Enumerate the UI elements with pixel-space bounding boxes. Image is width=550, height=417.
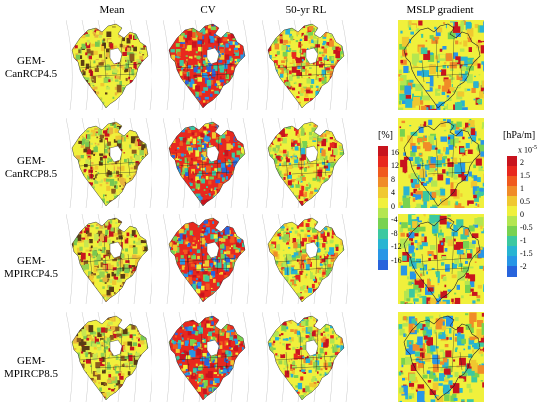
colorbar-percent-tick-label: -16 xyxy=(391,255,402,265)
mean-map-panel-4 xyxy=(66,312,152,402)
row-label-line1: GEM- xyxy=(16,55,46,67)
column-title-mean: Mean xyxy=(99,4,125,16)
colorbar-gradient-swatch xyxy=(507,216,517,227)
colorbar-gradient-swatch xyxy=(507,236,517,247)
colorbar-percent-swatch xyxy=(378,166,388,178)
row-label-gem-mpircp45: GEM- MPIRCP4.5 xyxy=(0,255,62,281)
colorbar-percent-tick-label: -12 xyxy=(391,242,402,252)
colorbar-gradient-swatch xyxy=(507,246,517,257)
colorbar-gradient-tick-label: -0.5 xyxy=(520,223,533,233)
colorbar-percent-tick-label: -8 xyxy=(391,228,398,238)
row-label-gem-canrcp45: GEM- CanRCP4.5 xyxy=(0,55,62,81)
colorbar-percent-swatch xyxy=(378,218,388,230)
colorbar-gradient-tick-label: -1 xyxy=(520,236,527,246)
colorbar-gradient-tick-label: 0 xyxy=(520,210,524,220)
colorbar-percent-swatch xyxy=(378,156,388,168)
row-label-line2: MPIRCP4.5 xyxy=(3,268,59,280)
multiplier-exponent: -5 xyxy=(532,145,537,151)
rl-map-panel-2 xyxy=(262,118,348,208)
colorbar-percent-tick-label: 16 xyxy=(391,148,399,157)
row-label-gem-mpircp85: GEM- MPIRCP8.5 xyxy=(0,355,62,381)
colorbar-gradient-tick-label: -2 xyxy=(520,262,527,272)
multiplier-base: x 10 xyxy=(518,145,532,155)
column-title-50yr-rl: 50-yr RL xyxy=(285,4,327,16)
colorbar-percent-swatch xyxy=(378,146,388,157)
grad-map-panel-4 xyxy=(398,312,484,402)
colorbar-gradient-tick-label: 0.5 xyxy=(520,197,530,207)
colorbar-gradient-swatch xyxy=(507,186,517,197)
rl-map-panel-1 xyxy=(262,20,348,110)
grad-map-panel-2 xyxy=(398,118,484,208)
colorbar-percent-tick-label: -4 xyxy=(391,215,398,225)
colorbar-gradient-tick-label: 1.5 xyxy=(520,171,530,181)
colorbar-gradient-swatch xyxy=(507,196,517,207)
colorbar-percent-tick-label: 4 xyxy=(391,188,395,198)
colorbar-percent-tick-label: 0 xyxy=(391,201,395,211)
cv-map-panel-4 xyxy=(163,312,249,402)
colorbar-percent-unit: [%] xyxy=(378,130,393,141)
colorbar-gradient-swatch xyxy=(507,206,517,217)
mean-map-panel-1 xyxy=(66,20,152,110)
colorbar-percent-swatch xyxy=(378,187,388,199)
mean-map-panel-2 xyxy=(66,118,152,208)
colorbar-percent-tick-label: 8 xyxy=(391,174,395,184)
colorbar-percent-swatch xyxy=(378,249,388,261)
cv-map-panel-2 xyxy=(163,118,249,208)
row-label-line1: GEM- xyxy=(16,255,46,267)
colorbar-gradient-swatch xyxy=(507,176,517,187)
colorbar-percent-swatch xyxy=(378,228,388,240)
colorbar-percent-tick-label: 12 xyxy=(391,161,399,171)
colorbar-gradient-swatch xyxy=(507,226,517,237)
colorbar-gradient-tick-label: -1.5 xyxy=(520,249,533,259)
row-label-line1: GEM- xyxy=(16,355,46,367)
row-label-line2: CanRCP8.5 xyxy=(4,168,58,180)
colorbar-percent-swatch xyxy=(378,259,388,271)
row-label-gem-canrcp85: GEM- CanRCP8.5 xyxy=(0,155,62,181)
colorbar-gradient-swatch xyxy=(507,166,517,177)
colorbar-gradient-tick-label: 1 xyxy=(520,184,524,194)
mean-map-panel-3 xyxy=(66,214,152,304)
colorbar-gradient-swatch xyxy=(507,156,517,167)
rl-map-panel-4 xyxy=(262,312,348,402)
column-title-cv: CV xyxy=(200,4,216,16)
colorbar-gradient-unit: [hPa/m] xyxy=(503,130,536,141)
colorbar-percent-swatch xyxy=(378,197,388,209)
cv-map-panel-1 xyxy=(163,20,249,110)
row-label-line2: MPIRCP8.5 xyxy=(3,368,59,380)
colorbar-gradient-swatch xyxy=(507,256,517,267)
colorbar-gradient-tick-label: 2 xyxy=(520,158,524,167)
colorbar-percent-swatch xyxy=(378,177,388,188)
grad-map-panel-1 xyxy=(398,20,484,110)
row-label-line1: GEM- xyxy=(16,155,46,167)
colorbar-percent-swatch xyxy=(378,208,388,219)
row-label-line2: CanRCP4.5 xyxy=(4,68,58,80)
colorbar-percent-swatch xyxy=(378,239,388,250)
cv-map-panel-3 xyxy=(163,214,249,304)
grad-map-panel-3 xyxy=(398,214,484,304)
colorbar-gradient-swatch xyxy=(507,266,517,277)
column-title-mslp-gradient: MSLP gradient xyxy=(406,4,474,16)
colorbar-gradient-multiplier: x 10-5 xyxy=(518,144,537,155)
rl-map-panel-3 xyxy=(262,214,348,304)
